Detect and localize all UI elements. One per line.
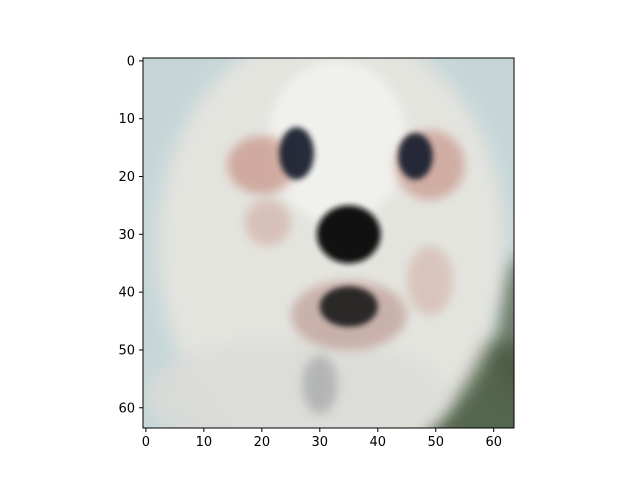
x-tick-label: 0	[142, 435, 150, 450]
forehead-fur	[267, 60, 407, 223]
mouth	[319, 286, 378, 327]
x-axis: 0 10 20 30 40 50 60	[142, 428, 502, 450]
cheek-tint-left	[244, 199, 291, 246]
chin-shadow	[302, 355, 338, 414]
y-tick-label: 0	[127, 54, 135, 69]
chest-fur	[145, 338, 448, 428]
x-tick-label: 60	[485, 435, 502, 450]
eye-left	[279, 127, 315, 180]
y-axis: 0 10 20 30 40 50 60	[118, 54, 143, 416]
x-tick-label: 10	[196, 435, 213, 450]
cheek-tint-right	[406, 245, 454, 316]
eye-right	[398, 133, 433, 180]
x-tick-label: 40	[370, 435, 387, 450]
nose	[316, 205, 381, 264]
ear-tint-left	[227, 135, 297, 194]
y-tick-label: 20	[118, 170, 135, 185]
x-tick-label: 50	[427, 435, 444, 450]
y-tick-label: 10	[118, 112, 135, 127]
y-tick-label: 60	[118, 401, 135, 416]
x-tick-label: 30	[312, 435, 329, 450]
x-tick-label: 20	[254, 435, 271, 450]
y-tick-label: 50	[118, 343, 135, 358]
y-tick-label: 30	[118, 228, 135, 243]
axes-frame	[142, 57, 515, 429]
dog-face-image	[143, 58, 514, 428]
y-tick-label: 40	[118, 286, 135, 301]
